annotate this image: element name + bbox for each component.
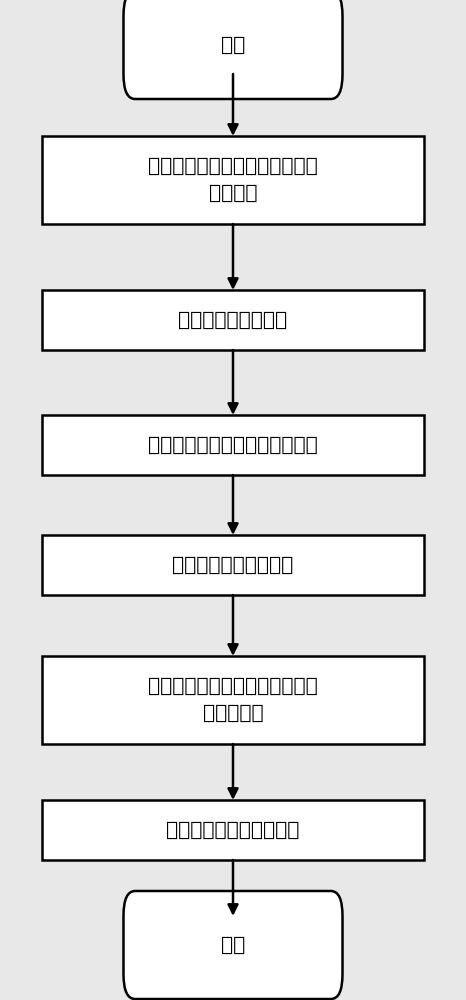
Text: 传声器采集音频信号: 传声器采集音频信号: [178, 310, 288, 330]
Text: 对信号分帧，做快速傅里叶变换: 对信号分帧，做快速傅里叶变换: [148, 436, 318, 454]
FancyBboxPatch shape: [123, 0, 343, 99]
Text: 对频域信号做球谐变换: 对频域信号做球谐变换: [172, 556, 294, 574]
FancyBboxPatch shape: [42, 136, 424, 224]
FancyBboxPatch shape: [42, 656, 424, 744]
FancyBboxPatch shape: [42, 415, 424, 475]
FancyBboxPatch shape: [42, 290, 424, 350]
Text: 初始化传声器位置、帧长、球谐
展开阶数: 初始化传声器位置、帧长、球谐 展开阶数: [148, 157, 318, 203]
FancyBboxPatch shape: [123, 891, 343, 999]
Text: 开始: 开始: [221, 35, 245, 54]
FancyBboxPatch shape: [42, 800, 424, 860]
FancyBboxPatch shape: [42, 535, 424, 595]
Text: 结束: 结束: [221, 936, 245, 954]
Text: 获得声源定位结果并输出: 获得声源定位结果并输出: [166, 820, 300, 840]
Text: 使用最大似然策略，对球谐域信
号进行处理: 使用最大似然策略，对球谐域信 号进行处理: [148, 677, 318, 723]
